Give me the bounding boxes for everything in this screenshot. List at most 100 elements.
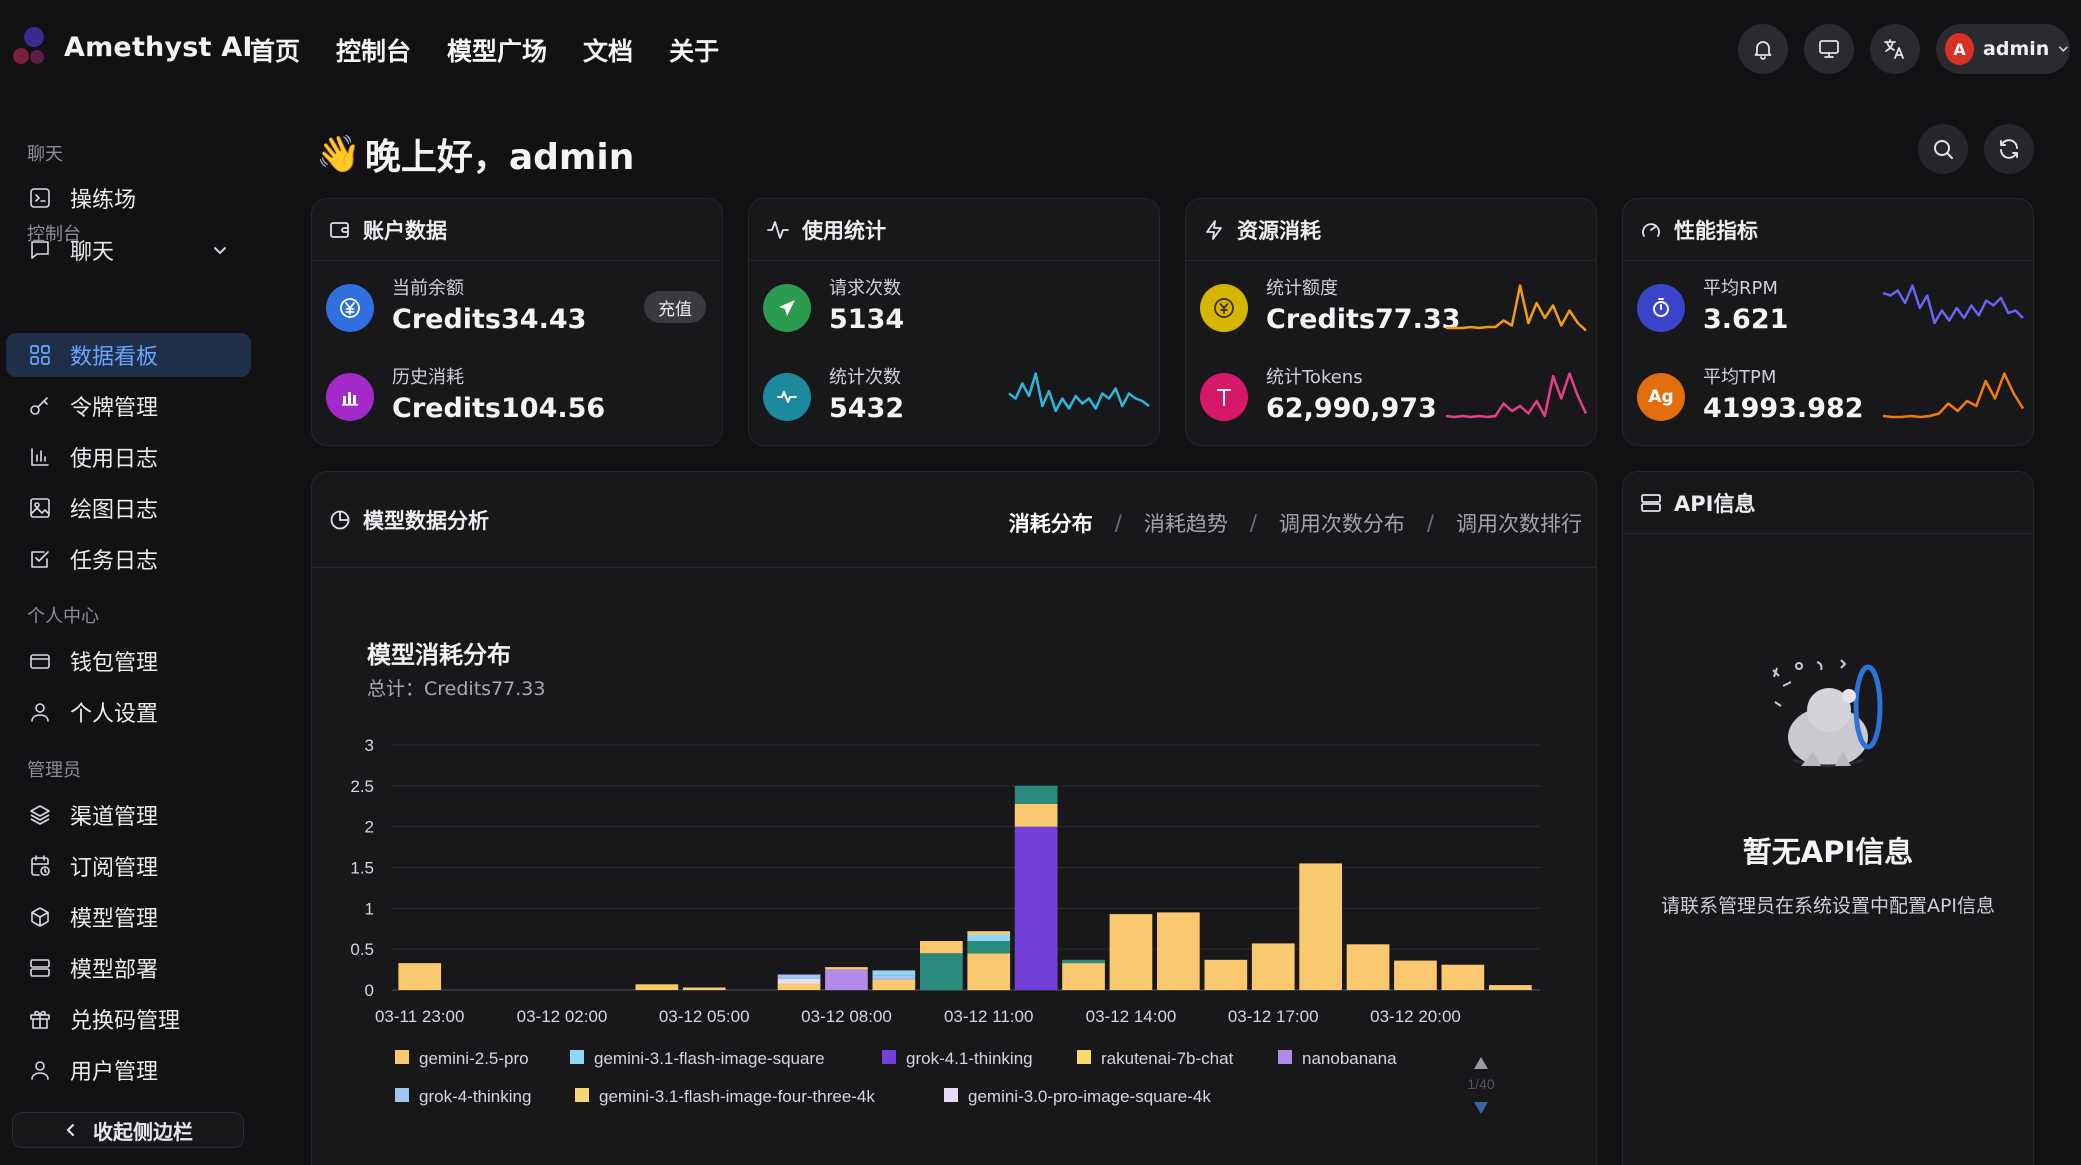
bar-segment bbox=[920, 941, 963, 954]
sidebar: 聊天 操练场 聊天 控制台 数据看板 令牌管理 使用日志 绘图日志 任务日志 个… bbox=[0, 100, 260, 1165]
tab-consumption-distribution[interactable]: 消耗分布 bbox=[1008, 512, 1093, 536]
sidebar-item-playground[interactable]: 操练场 bbox=[6, 176, 251, 220]
bar-segment bbox=[1157, 912, 1200, 990]
model-analysis-card: 模型数据分析 消耗分布 / 消耗趋势 / 调用次数分布 / 调用次数排行 模型消… bbox=[311, 471, 1597, 1165]
sidebar-item-wallet[interactable]: 钱包管理 bbox=[6, 639, 251, 683]
recharge-button[interactable]: 充值 bbox=[644, 291, 706, 323]
terminal-icon bbox=[27, 185, 53, 211]
sidebar-item-label: 聊天 bbox=[70, 240, 115, 265]
x-tick-label: 03-12 02:00 bbox=[517, 1007, 608, 1026]
x-tick-label: 03-12 08:00 bbox=[801, 1007, 892, 1026]
wallet-icon bbox=[27, 648, 53, 674]
refresh-button[interactable] bbox=[1984, 124, 2034, 174]
card-title: 模型数据分析 bbox=[363, 508, 489, 533]
bar-segment bbox=[777, 983, 821, 990]
x-tick-label: 03-11 23:00 bbox=[375, 1007, 464, 1026]
dashboard-icon bbox=[27, 342, 53, 368]
account-card: 账户数据 当前余额 Credits34.43 充值 历史消耗 Credits10… bbox=[311, 198, 723, 446]
tab-call-ranking[interactable]: 调用次数排行 bbox=[1456, 512, 1582, 536]
collapse-sidebar-button[interactable]: 收起侧边栏 bbox=[12, 1112, 244, 1148]
sidebar-item-label: 操练场 bbox=[70, 188, 137, 213]
chevron-down-icon bbox=[2059, 46, 2069, 52]
cube-icon bbox=[27, 904, 53, 930]
user-menu[interactable]: A admin bbox=[1936, 24, 2070, 74]
y-tick-label: 2.5 bbox=[350, 777, 374, 796]
sidebar-item-label: 使用日志 bbox=[70, 447, 159, 472]
tpm-stat: Ag 平均TPM 41993.982 bbox=[1637, 362, 2017, 432]
wave-emoji: 👋 bbox=[316, 134, 361, 175]
legend-next-icon[interactable] bbox=[1474, 1102, 1488, 1114]
nav-model-plaza[interactable]: 模型广场 bbox=[447, 37, 548, 66]
legend-label: grok-4.1-thinking bbox=[906, 1049, 1033, 1068]
bar-segment bbox=[682, 987, 726, 990]
bar-segment bbox=[967, 941, 1011, 954]
stopwatch-icon bbox=[1637, 284, 1685, 332]
sidebar-item-usage-logs[interactable]: 使用日志 bbox=[6, 435, 251, 479]
spent-label: 历史消耗 bbox=[392, 367, 464, 388]
pie-chart-icon bbox=[330, 510, 350, 529]
bar-segment bbox=[1489, 985, 1532, 990]
nav-console[interactable]: 控制台 bbox=[336, 37, 412, 66]
sidebar-item-deployment[interactable]: 模型部署 bbox=[6, 946, 251, 990]
tokens-value: 62,990,973 bbox=[1266, 393, 1437, 424]
bar-segment bbox=[777, 978, 821, 984]
search-button[interactable] bbox=[1918, 124, 1968, 174]
bar-segment bbox=[1014, 785, 1058, 804]
sidebar-item-personal-settings[interactable]: 个人设置 bbox=[6, 690, 251, 734]
sidebar-item-drawing-logs[interactable]: 绘图日志 bbox=[6, 486, 251, 530]
sidebar-item-users[interactable]: 用户管理 bbox=[6, 1048, 251, 1092]
count-sparkline bbox=[1008, 372, 1150, 413]
nav-docs[interactable]: 文档 bbox=[583, 37, 634, 66]
legend-label: gemini-2.5-pro bbox=[419, 1049, 529, 1068]
sidebar-item-channels[interactable]: 渠道管理 bbox=[6, 793, 251, 837]
lightning-icon bbox=[1206, 219, 1222, 240]
tpm-sparkline bbox=[1882, 372, 2025, 419]
user-icon bbox=[27, 699, 53, 725]
bar-segment bbox=[1251, 943, 1295, 990]
pulse-icon bbox=[763, 373, 811, 421]
checklist-icon bbox=[27, 546, 53, 572]
sidebar-item-label: 兑换码管理 bbox=[70, 1009, 181, 1034]
card-header: 账户数据 bbox=[312, 199, 722, 261]
notifications-button[interactable] bbox=[1738, 24, 1788, 74]
sidebar-item-subscriptions[interactable]: 订阅管理 bbox=[6, 844, 251, 888]
search-icon bbox=[1934, 140, 1953, 159]
sidebar-item-task-logs[interactable]: 任务日志 bbox=[6, 537, 251, 581]
sidebar-item-chat[interactable]: 聊天 bbox=[6, 228, 251, 272]
sidebar-section-personal: 个人中心 bbox=[27, 606, 99, 627]
bar-segment bbox=[635, 984, 679, 990]
chat-icon bbox=[27, 237, 53, 263]
nav-home[interactable]: 首页 bbox=[250, 37, 301, 66]
sidebar-item-dashboard[interactable]: 数据看板 bbox=[6, 333, 251, 377]
bar-segment bbox=[1062, 963, 1105, 990]
sidebar-item-tokens[interactable]: 令牌管理 bbox=[6, 384, 251, 428]
sidebar-item-redeem-codes[interactable]: 兑换码管理 bbox=[6, 997, 251, 1041]
page-title: 👋 晚上好，admin bbox=[316, 128, 634, 180]
x-tick-label: 03-12 05:00 bbox=[659, 1007, 750, 1026]
consumption-bar-chart: 0 0.5 1 1.5 2 2.5 3 03-11 23:00 03-12 02:00 03-12… bbox=[350, 736, 1540, 1114]
chevron-down-icon[interactable] bbox=[211, 241, 229, 259]
tab-call-distribution[interactable]: 调用次数分布 bbox=[1278, 512, 1405, 536]
text-icon bbox=[1200, 373, 1248, 421]
translate-icon bbox=[1884, 39, 1904, 59]
nav-about[interactable]: 关于 bbox=[669, 37, 720, 66]
sidebar-item-label: 用户管理 bbox=[70, 1060, 159, 1085]
legend-label: nanobanana bbox=[1302, 1049, 1397, 1068]
tpm-value: 41993.982 bbox=[1703, 393, 1864, 424]
card-header: 性能指标 bbox=[1623, 199, 2033, 261]
language-button[interactable] bbox=[1870, 24, 1920, 74]
bar-segment bbox=[967, 934, 1011, 941]
brand-logo[interactable] bbox=[6, 24, 50, 68]
y-tick-label: 0 bbox=[365, 981, 374, 1000]
bar-segment bbox=[1062, 959, 1105, 964]
y-tick-label: 3 bbox=[365, 736, 374, 755]
legend-prev-icon[interactable] bbox=[1474, 1057, 1488, 1069]
brand-name[interactable]: Amethyst AI bbox=[64, 32, 253, 63]
requests-label: 请求次数 bbox=[829, 278, 901, 299]
sidebar-item-models[interactable]: 模型管理 bbox=[6, 895, 251, 939]
theme-button[interactable] bbox=[1804, 24, 1854, 74]
spent-value: Credits104.56 bbox=[392, 393, 606, 424]
gauge-icon bbox=[1642, 222, 1660, 237]
sidebar-item-label: 模型部署 bbox=[70, 958, 159, 983]
tab-consumption-trend[interactable]: 消耗趋势 bbox=[1143, 512, 1228, 536]
